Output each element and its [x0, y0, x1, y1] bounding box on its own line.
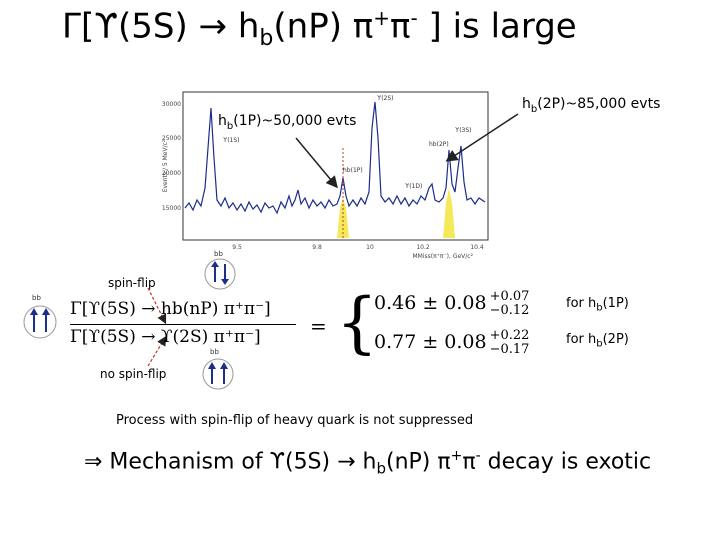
fraction-bar — [70, 324, 296, 325]
bb-label-bottom: bb — [210, 348, 219, 356]
initial-quark-pair-icon: bb — [23, 294, 57, 339]
process-statement: Process with spin-flip of heavy quark is… — [116, 413, 474, 428]
bb-label-left: bb — [32, 294, 41, 302]
hb1p-yield-label: hb(1P)~50,000 evts — [218, 113, 357, 132]
no-spin-flip-quark-pair-icon: bb — [202, 348, 234, 390]
no-spin-flip-arrow — [147, 335, 167, 367]
x-tick: 9.8 — [312, 244, 322, 251]
peak-label: ϒ(3S) — [455, 127, 472, 134]
peak-label: ϒ(2S) — [377, 95, 394, 102]
x-tick: 10.2 — [416, 244, 430, 251]
conclusion-statement: ⇒ Mechanism of ϒ(5S) → hb(nP) π+π- decay… — [84, 448, 652, 478]
y-tick: 20000 — [162, 170, 181, 177]
hb2p-yield-label: hb(2P)~85,000 evts — [522, 96, 661, 115]
peak-label: hb(1P) — [343, 167, 363, 174]
measurement-hb1p: 0.46 ± 0.08 +0.07 −0.12 — [374, 289, 530, 318]
y-axis-label: Events / 5 MeV/c² — [162, 139, 169, 192]
for-hb2p-label: for hb(2P) — [566, 332, 629, 350]
peak-label: ϒ(1S) — [223, 137, 240, 144]
spin-flip-quark-pair-icon: bb — [204, 250, 236, 290]
x-axis-label: MMiss(π⁺π⁻), GeV/c² — [413, 253, 474, 260]
for-hb1p-label: for hb(1P) — [566, 296, 629, 314]
measurement-hb2p: 0.77 ± 0.08 +0.22 −0.17 — [374, 328, 530, 357]
spin-flip-label: spin-flip — [108, 276, 156, 290]
equals-sign: = — [310, 314, 327, 338]
hb1p-arrow — [295, 137, 338, 189]
x-tick: 10.4 — [470, 244, 484, 251]
page-title: Γ[ϒ(5S) → hb(nP) π+π- ] is large — [62, 6, 577, 52]
hb2p-arrow — [445, 113, 519, 162]
x-tick: 9.5 — [232, 244, 242, 251]
mass-spectrum-plot: Events / 5 MeV/c² 15000 20000 25000 3000… — [162, 91, 489, 260]
y-tick: 15000 — [162, 205, 181, 212]
no-spin-flip-label: no spin-flip — [100, 367, 167, 381]
spin-flip-arrow — [147, 287, 167, 325]
bb-label-top: bb — [214, 250, 223, 258]
peak-label: hb(2P) — [429, 141, 449, 148]
peak-label: ϒ(1D) — [405, 183, 422, 190]
spectrum-trace — [184, 101, 486, 215]
ratio-denominator: Γ[ϒ(5S) → ϒ(2S) π⁺π⁻] — [70, 327, 261, 347]
x-tick: 10 — [366, 244, 374, 251]
left-brace: { — [336, 284, 378, 361]
y-tick: 25000 — [162, 135, 181, 142]
y-tick: 30000 — [162, 101, 181, 108]
hb2p-peak-fill — [443, 188, 455, 238]
ratio-numerator: Γ[ϒ(5S) → hb(nP) π⁺π⁻] — [70, 299, 271, 319]
